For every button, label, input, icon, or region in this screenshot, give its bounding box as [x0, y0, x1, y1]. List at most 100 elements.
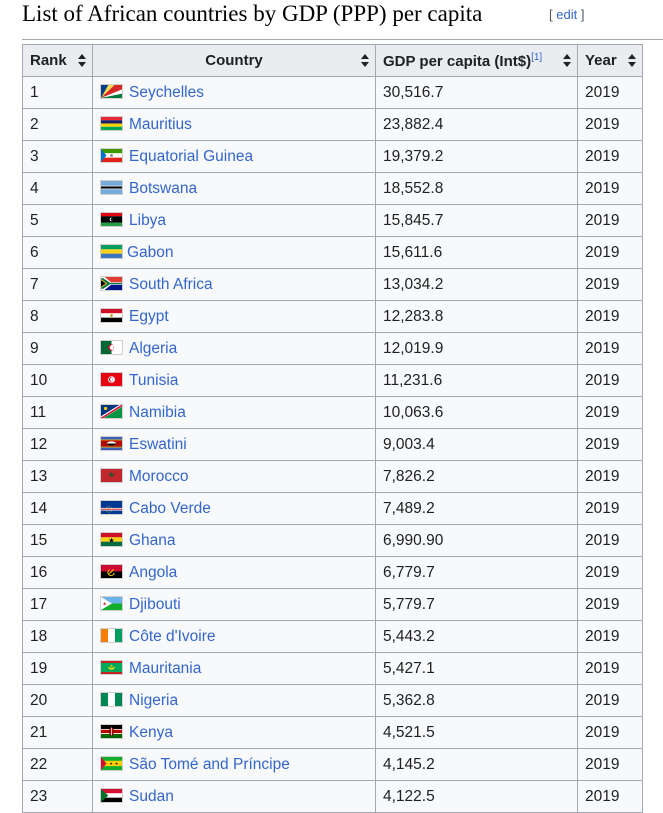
- country-column-header[interactable]: Country: [92, 44, 376, 77]
- table-row: 20 Nigeria 5,362.8 2019: [22, 684, 643, 717]
- table-row: 4 Botswana 18,552.8 2019: [22, 172, 643, 205]
- country-link[interactable]: Morocco: [129, 467, 189, 485]
- country-link[interactable]: Sudan: [129, 787, 174, 805]
- country-link[interactable]: Gabon: [127, 243, 174, 261]
- country-cell: Libya: [92, 204, 376, 237]
- country-link[interactable]: Eswatini: [129, 435, 187, 453]
- rank-cell: 2: [22, 108, 93, 141]
- rank-column-header[interactable]: Rank: [22, 44, 93, 77]
- country-link[interactable]: South Africa: [129, 275, 213, 293]
- year-cell: 2019: [577, 556, 643, 589]
- year-column-header[interactable]: Year: [577, 44, 643, 77]
- rank-cell: 17: [22, 588, 93, 621]
- country-link[interactable]: Djibouti: [129, 595, 181, 613]
- country-link[interactable]: Angola: [129, 563, 178, 581]
- country-link[interactable]: Algeria: [129, 339, 178, 357]
- year-cell: 2019: [577, 268, 643, 301]
- gdp-cell: 15,845.7: [375, 204, 578, 237]
- country-cell: Tunisia: [92, 364, 376, 397]
- section-heading: List of African countries by GDP (PPP) p…: [22, 0, 663, 40]
- south-africa-flag-icon[interactable]: [100, 275, 123, 291]
- morocco-flag-icon[interactable]: [100, 467, 123, 483]
- gdp-cell: 12,019.9: [375, 332, 578, 365]
- gdp-cell: 7,826.2: [375, 460, 578, 493]
- libya-flag-icon[interactable]: [100, 211, 123, 227]
- country-link[interactable]: São Tomé and Príncipe: [129, 755, 290, 773]
- tunisia-flag-icon[interactable]: [100, 371, 123, 387]
- cote-divoire-flag-icon[interactable]: [100, 627, 123, 643]
- equatorial-guinea-flag-icon[interactable]: [100, 147, 123, 163]
- edit-link[interactable]: edit: [556, 7, 578, 22]
- angola-flag-icon[interactable]: [100, 563, 123, 579]
- mauritania-flag-icon[interactable]: [100, 659, 123, 675]
- namibia-flag-icon[interactable]: [100, 403, 123, 419]
- table-row: 3 Equatorial Guinea 19,379.2 2019: [22, 140, 643, 173]
- country-link[interactable]: Equatorial Guinea: [129, 147, 254, 165]
- sort-icon[interactable]: [628, 54, 636, 67]
- cabo-verde-flag-icon[interactable]: [100, 499, 123, 515]
- year-cell: 2019: [577, 332, 643, 365]
- year-cell: 2019: [577, 684, 643, 717]
- gdp-cell: 4,521.5: [375, 716, 578, 749]
- table-row: 8 Egypt 12,283.8 2019: [22, 300, 643, 333]
- country-link[interactable]: Namibia: [129, 403, 186, 421]
- country-link[interactable]: Mauritius: [129, 115, 192, 133]
- country-link[interactable]: Tunisia: [129, 371, 179, 389]
- country-link[interactable]: Nigeria: [129, 691, 179, 709]
- gdp-cell: 7,489.2: [375, 492, 578, 525]
- rank-cell: 14: [22, 492, 93, 525]
- rank-header-label: Rank: [30, 52, 67, 69]
- country-link[interactable]: Cabo Verde: [129, 499, 211, 517]
- country-header-label: Country: [205, 52, 263, 69]
- egypt-flag-icon[interactable]: [100, 307, 123, 323]
- rank-cell: 12: [22, 428, 93, 461]
- reference-link[interactable]: [1]: [531, 51, 543, 63]
- year-cell: 2019: [577, 236, 643, 269]
- kenya-flag-icon[interactable]: [100, 723, 123, 739]
- gdp-table: Rank Country GDP per capita (Int$)[1] Ye…: [22, 44, 643, 813]
- mauritius-flag-icon[interactable]: [100, 115, 123, 131]
- country-link[interactable]: Botswana: [129, 179, 198, 197]
- country-cell: Namibia: [92, 396, 376, 429]
- rank-cell: 15: [22, 524, 93, 557]
- year-cell: 2019: [577, 364, 643, 397]
- country-link[interactable]: Egypt: [129, 307, 169, 325]
- table-row: 2 Mauritius 23,882.4 2019: [22, 108, 643, 141]
- sao-tome-flag-icon[interactable]: [100, 755, 123, 771]
- gdp-cell: 4,145.2: [375, 748, 578, 781]
- country-cell: Morocco: [92, 460, 376, 493]
- sort-icon[interactable]: [361, 54, 369, 67]
- country-link[interactable]: Kenya: [129, 723, 173, 741]
- country-link[interactable]: Ghana: [129, 531, 176, 549]
- sort-icon[interactable]: [563, 54, 571, 67]
- eswatini-flag-icon[interactable]: [100, 435, 123, 451]
- country-link[interactable]: Côte d'Ivoire: [129, 627, 216, 645]
- algeria-flag-icon[interactable]: [100, 339, 123, 355]
- gdp-cell: 4,122.5: [375, 780, 578, 813]
- gdp-column-header[interactable]: GDP per capita (Int$)[1]: [375, 44, 578, 77]
- year-cell: 2019: [577, 300, 643, 333]
- sudan-flag-icon[interactable]: [100, 787, 123, 803]
- year-cell: 2019: [577, 172, 643, 205]
- country-link[interactable]: Libya: [129, 211, 167, 229]
- country-cell: Ghana: [92, 524, 376, 557]
- year-cell: 2019: [577, 428, 643, 461]
- gdp-cell: 12,283.8: [375, 300, 578, 333]
- rank-cell: 4: [22, 172, 93, 205]
- nigeria-flag-icon[interactable]: [100, 691, 123, 707]
- country-cell: Botswana: [92, 172, 376, 205]
- page-title: List of African countries by GDP (PPP) p…: [22, 1, 483, 26]
- djibouti-flag-icon[interactable]: [100, 595, 123, 611]
- country-link[interactable]: Mauritania: [129, 659, 202, 677]
- country-link[interactable]: Seychelles: [129, 83, 204, 101]
- botswana-flag-icon[interactable]: [100, 179, 123, 195]
- table-row: 16 Angola 6,779.7 2019: [22, 556, 643, 589]
- table-row: 17 Djibouti 5,779.7 2019: [22, 588, 643, 621]
- gdp-cell: 15,611.6: [375, 236, 578, 269]
- gdp-cell: 5,779.7: [375, 588, 578, 621]
- gabon-flag-icon[interactable]: [100, 243, 123, 259]
- sort-icon[interactable]: [78, 54, 86, 67]
- seychelles-flag-icon[interactable]: [100, 83, 123, 99]
- ghana-flag-icon[interactable]: [100, 531, 123, 547]
